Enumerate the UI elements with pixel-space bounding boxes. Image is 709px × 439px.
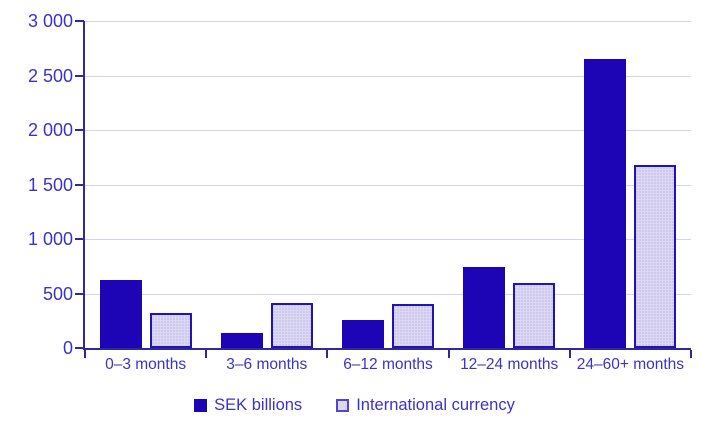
bar-international-currency-0-3-months	[149, 313, 192, 348]
x-axis-label-24-60-months: 24–60+ months	[576, 356, 685, 373]
legend-label-sek-billions: SEK billions	[214, 396, 303, 414]
x-axis-tick-3	[447, 350, 450, 358]
bar-group-24-60-months	[570, 21, 691, 348]
x-axis-label-6-12-months: 6–12 months	[343, 356, 433, 373]
plot-area	[75, 20, 692, 358]
y-axis-label-500: 500	[42, 283, 73, 304]
legend-item-international-currency: International currency	[336, 396, 515, 415]
y-axis-label-0: 0	[62, 338, 73, 358]
bar-sek-billions-3-6-months	[220, 333, 263, 348]
x-axis-tick-2	[326, 350, 329, 358]
y-axis-tick-1000	[75, 238, 84, 240]
x-axis-tick-5	[690, 350, 692, 358]
y-axis-label-1-500: 1 500	[27, 174, 73, 195]
y-axis-label-2-500: 2 500	[27, 65, 73, 86]
y-axis-tick-3000	[75, 20, 84, 22]
bar-international-currency-12-24-months	[513, 283, 556, 348]
x-axis-tick-1	[205, 350, 208, 358]
bar-international-currency-6-12-months	[391, 304, 434, 348]
y-axis-label-1-000: 1 000	[27, 229, 73, 249]
y-axis-label-3-000: 3 000	[27, 11, 73, 31]
bar-international-currency-3-6-months	[270, 303, 313, 348]
gridline-1000	[85, 239, 691, 240]
bar-sek-billions-24-60-months	[584, 59, 627, 348]
bar-group-3-6-months	[206, 21, 327, 348]
x-axis-label-12-24-months: 12–24 months	[460, 356, 559, 373]
y-axis-line	[83, 21, 85, 350]
gridline-500	[85, 293, 691, 295]
y-axis-tick-500	[75, 292, 84, 295]
bar-sek-billions-12-24-months	[463, 267, 506, 348]
x-axis-label-0-3-months: 0–3 months	[105, 356, 187, 373]
y-axis-tick-2000	[75, 129, 84, 131]
bar-international-currency-24-60-months	[634, 165, 677, 348]
legend-label-international-currency: International currency	[356, 396, 515, 414]
legend: SEK billions International currency	[0, 396, 709, 415]
bar-group-0-3-months	[85, 21, 206, 348]
bar-group-6-12-months	[327, 21, 448, 348]
legend-item-sek-billions: SEK billions	[194, 396, 302, 415]
y-axis-tick-0	[75, 347, 84, 349]
x-axis-line	[83, 348, 691, 350]
legend-swatch-sek-billions	[194, 399, 208, 412]
y-axis-tick-1500	[75, 183, 84, 186]
y-axis-tick-2500	[75, 74, 84, 77]
gridline-2500	[85, 75, 691, 77]
y-axis-label-2-000: 2 000	[27, 120, 73, 140]
bar-sek-billions-6-12-months	[341, 320, 384, 348]
x-axis-tick-4	[568, 350, 571, 358]
legend-swatch-international-currency	[336, 399, 350, 412]
bar-group-12-24-months	[449, 21, 570, 348]
gridline-3000	[85, 21, 691, 22]
bar-sek-billions-0-3-months	[99, 280, 142, 348]
x-axis-label-3-6-months: 3–6 months	[226, 356, 308, 373]
x-axis-tick-0	[84, 350, 86, 358]
gridline-2000	[85, 130, 691, 131]
gridline-1500	[85, 184, 691, 186]
